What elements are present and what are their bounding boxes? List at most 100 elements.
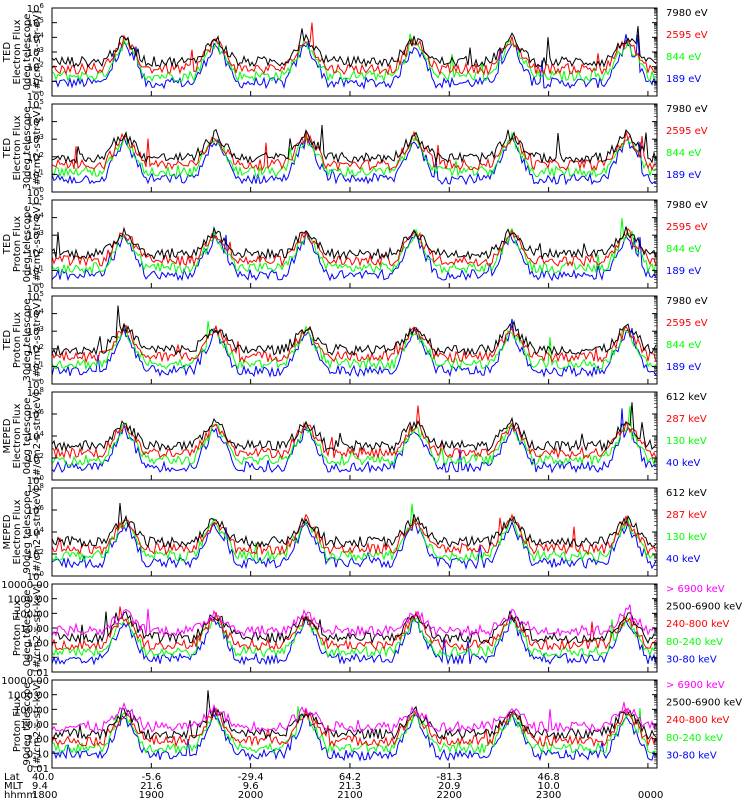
y-tick-label: 102 [27,151,44,164]
y-tick-label: 108 [27,482,44,495]
panel-frame [51,391,658,481]
legend-entry: 80-240 keV [666,637,723,648]
y-tick-label: 100 [27,570,44,583]
y-tick-label: 105 [27,194,44,207]
panel-traces [52,690,657,762]
panel-traces [52,402,657,474]
y-tick-label: 100 [27,186,44,199]
series-line [52,513,657,556]
legend-entry: 7980 eV [666,104,708,115]
y-tick-label: 106 [27,408,45,421]
legend-entry: > 6900 keV [666,680,725,691]
x-row-label: hhmm [4,790,36,800]
y-tick-label: 102 [27,343,44,356]
series-line [52,712,657,762]
legend-entry: 189 eV [666,170,701,181]
legend: > 6900 keV 2500-6900 keV 240-800 keV 80-240… [666,584,742,665]
series-line [52,405,657,460]
y-tick-label: 100 [27,474,44,487]
panel-7: 0.01 0.10 1.00 10.00 100.00 1000.00 10000.00Pr… [1,580,742,679]
legend-entry: 844 eV [666,148,701,159]
x-tick-label: -81.3 [436,772,462,783]
y-tick-label: 0.01 [27,668,49,679]
y-axis-label: Proton Flux0deg telescope[#/cm2-s-str-ke… [12,584,43,672]
legend-entry: 189 eV [666,362,701,373]
panels: 100 101 102 103 104 105 106 TEDElectron Flux0de… [1,2,742,775]
legend: 612 keV 287 keV 130 keV 40 keV [666,392,707,469]
legend-entry: 189 eV [666,266,701,277]
y-tick-label: 100.00 [14,609,49,620]
series-line [52,321,657,371]
x-tick-label: 2000 [238,790,263,800]
x-tick-label: 40.0 [32,772,54,783]
series-line [52,26,657,69]
x-axis-labels: LatMLThhmm202440.0-5.6-29.464.2-81.346.8… [4,772,675,800]
y-tick-label: 1.00 [27,639,49,650]
x-tick-label: -29.4 [238,772,264,783]
series-line [52,690,657,741]
series-line [52,226,657,261]
y-tick-label: 0.10 [27,749,49,760]
legend-entry: 844 eV [666,52,701,63]
legend-entry: 130 keV [666,436,707,447]
legend-entry: 7980 eV [666,296,708,307]
y-tick-label: 103 [27,325,44,338]
legend-entry: 189 eV [666,74,701,85]
series-line [52,227,657,268]
panel-traces [52,502,657,570]
legend-entry: 2595 eV [666,126,708,137]
y-tick-label: 102 [27,61,44,74]
legend-entry: > 6900 keV [666,584,725,595]
x-tick-label: 46.8 [537,772,559,783]
series-line [52,614,657,666]
y-tick-label: 1000.00 [8,595,49,606]
y-tick-label: 104 [27,31,45,44]
y-axis-label: MEPEDElectron Flux90deg telescope[#/cm2-… [2,488,43,576]
x-tick-label: 0000 [638,790,663,800]
panel-8: 0.01 0.10 1.00 10.00 100.00 1000.00 10000.00Pr… [1,676,742,775]
series-line [52,130,657,172]
y-tick-label: 108 [27,386,44,399]
y-axis-label: TEDElectron Flux0deg telescope[#/cm2-s-s… [2,11,43,94]
series-line [52,405,657,467]
panel-traces [52,604,657,666]
legend-entry: 80-240 keV [666,733,723,744]
x-tick-label: 9.6 [243,781,259,792]
y-tick-label: 0.01 [27,764,49,775]
x-tick-label: 1800 [32,790,57,800]
x-tick-label: 21.6 [140,781,162,792]
y-tick-label: 100.00 [14,705,49,716]
x-tick-label: 2100 [337,790,362,800]
y-tick-label: 103 [27,133,44,146]
y-axis-label: TEDProton Flux0deg telescope[#/cm2-s-str… [2,203,43,286]
series-line [52,230,657,282]
legend: > 6900 keV 2500-6900 keV 240-800 keV 80-240… [666,680,742,761]
y-tick-label: 100 [27,282,44,295]
y-tick-label: 104 [27,526,45,539]
y-tick-label: 104 [27,212,45,225]
y-tick-label: 10000.00 [1,580,49,591]
series-line [52,604,657,638]
y-tick-label: 102 [27,247,44,260]
panel-frame [51,679,658,769]
series-line [52,135,657,186]
y-tick-label: 101 [27,168,44,181]
panel-frame [51,295,658,385]
x-tick-label: 64.2 [339,772,361,783]
y-tick-label: 0.10 [27,653,49,664]
series-line [52,124,657,165]
series-line [52,131,657,179]
series-line [52,519,657,570]
y-axis-label: MEPEDElectron Flux0deg telescope[#/cm2-s… [2,392,43,480]
y-tick-label: 10.00 [20,720,49,731]
y-tick-label: 104 [27,116,45,129]
x-tick-label: 10.0 [537,781,559,792]
y-tick-label: 10.00 [20,624,49,635]
series-line [52,217,657,275]
